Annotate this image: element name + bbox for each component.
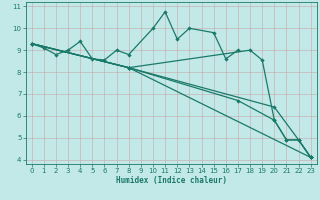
X-axis label: Humidex (Indice chaleur): Humidex (Indice chaleur)	[116, 176, 227, 185]
